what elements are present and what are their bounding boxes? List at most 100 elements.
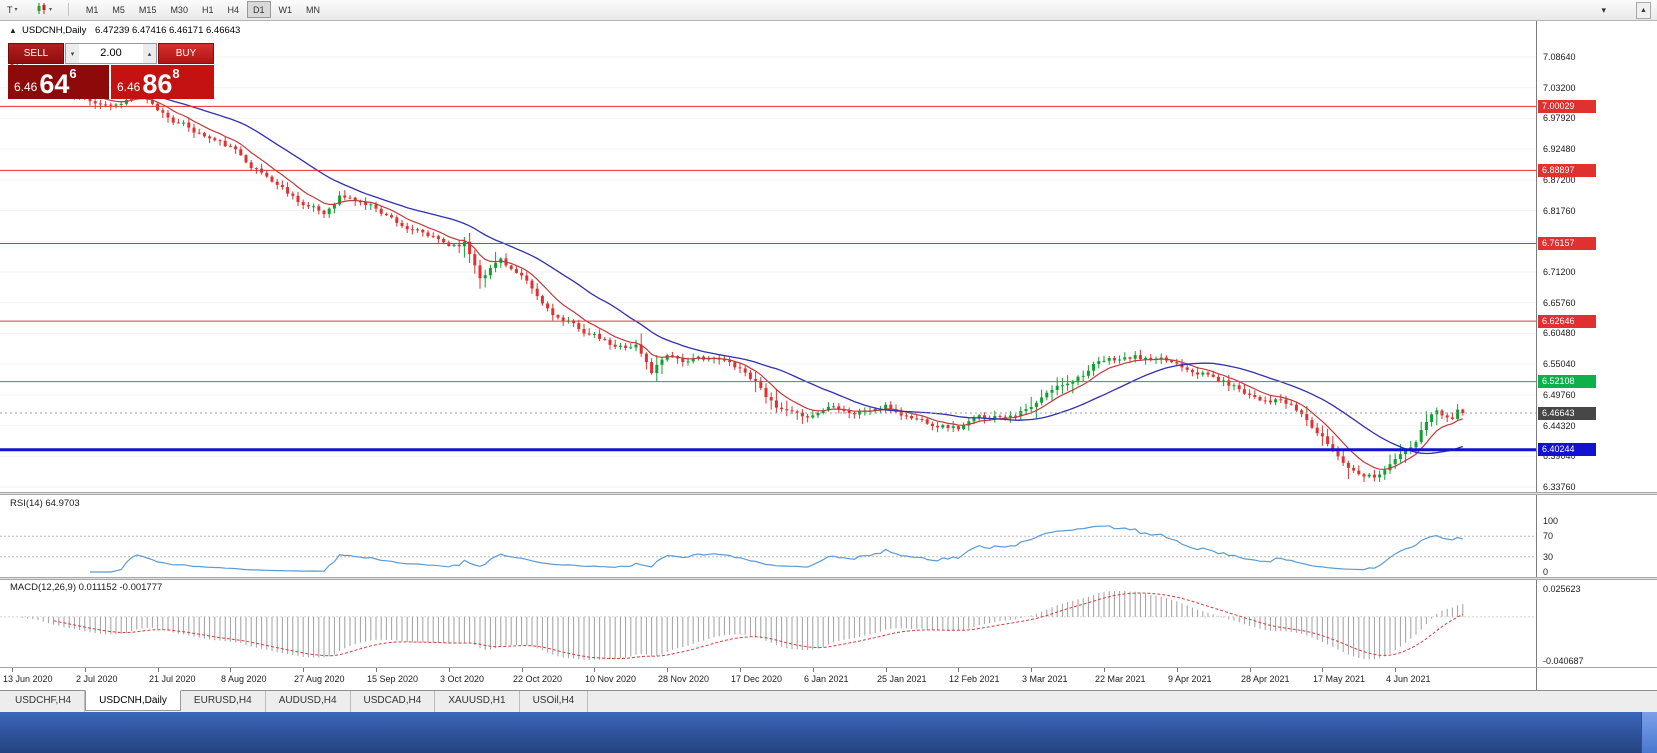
pane-divider[interactable]: [0, 492, 1657, 495]
volume-dropdown-button[interactable]: ▾: [66, 44, 79, 63]
price-axis-label: 6.71200: [1543, 267, 1576, 277]
macd-indicator-label: MACD(12,26,9) 0.011152 -0.001777: [10, 582, 163, 593]
chart-tab-USDCAD-H4[interactable]: USDCAD,H4: [351, 691, 436, 712]
price-line-badge: 6.88897: [1538, 163, 1596, 177]
chevron-down-icon: ▾: [48, 7, 52, 13]
sell-price-prefix: 6.46: [14, 80, 38, 94]
sell-price-sup: 6: [69, 66, 77, 81]
timeframe-button-M1[interactable]: M1: [85, 4, 99, 15]
buy-price-big: 86: [142, 69, 173, 99]
price-axis[interactable]: 7.08640 7.03200 6.97920 6.92480 6.87200 6.817…: [1536, 21, 1657, 690]
date-tick: [1031, 668, 1032, 672]
date-tick: [1250, 668, 1251, 672]
timeframe-button-M30[interactable]: M30: [170, 4, 188, 15]
date-axis-label: 4 Jun 2021: [1386, 674, 1431, 684]
chart-window: ▲ USDCNH,Daily 6.47239 6.47416 6.46171 6…: [0, 21, 1536, 690]
price-axis-label: 6.55040: [1543, 359, 1576, 370]
price-axis-label: 6.81760: [1543, 205, 1576, 216]
main-chart[interactable]: [0, 21, 1536, 492]
timeframe-button-M15[interactable]: M15: [138, 4, 157, 15]
toolbar-more-button[interactable]: ▾: [1601, 5, 1606, 15]
current-price-badge: 6.46643: [1538, 406, 1596, 420]
date-tick: [522, 668, 523, 672]
date-tick: [886, 668, 887, 672]
chart-template-label: T: [7, 4, 13, 15]
date-tick: [12, 668, 13, 672]
chart-tab-USDCNH-Daily[interactable]: USDCNH,Daily: [85, 690, 181, 711]
date-axis-label: 22 Oct 2020: [513, 674, 563, 684]
date-axis-label: 27 Aug 2020: [294, 674, 345, 684]
chart-tab-AUDUSD-H4[interactable]: AUDUSD,H4: [266, 691, 351, 712]
date-tick: [594, 668, 595, 672]
date-axis-label: 17 Dec 2020: [731, 674, 783, 684]
chart-tab-EURUSD-H4[interactable]: EURUSD,H4: [181, 691, 266, 712]
bottom-taskbar: [0, 712, 1657, 753]
price-axis-label: 6.87200: [1543, 174, 1576, 185]
volume-control: ▾ 2.00 ▴: [65, 43, 157, 64]
buy-button[interactable]: BUY: [158, 43, 214, 64]
date-tick: [1395, 668, 1396, 672]
chevron-down-icon: ▾: [14, 7, 18, 13]
pane-divider[interactable]: [0, 577, 1657, 580]
rsi-indicator-label: RSI(14) 64.9703: [10, 498, 80, 509]
price-axis-label: 6.44320: [1543, 420, 1576, 431]
date-tick: [1322, 668, 1323, 672]
date-tick: [1104, 668, 1105, 672]
chart-template-button[interactable]: T ▾: [1, 1, 24, 18]
scroll-up-button[interactable]: ▲: [1636, 2, 1651, 19]
price-axis-label: 6.97920: [1543, 113, 1576, 124]
date-tick: [813, 668, 814, 672]
date-axis-label: 15 Sep 2020: [367, 674, 419, 684]
sell-button[interactable]: SELL: [8, 43, 64, 64]
timeframe-button-D1[interactable]: D1: [246, 1, 271, 18]
chart-tab-USDCHF-H4[interactable]: USDCHF,H4: [2, 691, 86, 712]
date-axis-label: 13 Jun 2020: [3, 674, 53, 684]
price-axis-label: 6.65760: [1543, 297, 1576, 308]
macd-pane[interactable]: [0, 580, 1536, 667]
top-toolbar: T ▾ ▾ M1 M5 M15 M30 H1 H4 D1 W1 MN ▾ ▲: [0, 0, 1657, 21]
buy-price[interactable]: 6.46 86 8: [111, 65, 214, 99]
timeframe-button-W1[interactable]: W1: [278, 4, 293, 15]
chart-tab-bar: USDCHF,H4 USDCNH,Daily EURUSD,H4 AUDUSD,H4 U…: [0, 690, 1657, 712]
date-tick: [1177, 668, 1178, 672]
date-tick: [85, 668, 86, 672]
date-axis-label: 21 Jul 2020: [149, 674, 196, 684]
volume-up-button[interactable]: ▴: [143, 44, 156, 63]
date-tick: [158, 668, 159, 672]
macd-axis-max: 0.025623: [1543, 584, 1581, 594]
timeframe-button-H4[interactable]: H4: [227, 4, 239, 15]
date-tick: [667, 668, 668, 672]
date-tick: [230, 668, 231, 672]
time-axis[interactable]: 13 Jun 2020 2 Jul 2020 21 Jul 2020 8 Aug 20…: [0, 668, 1536, 690]
trade-panel-toggle[interactable]: ▲: [9, 26, 17, 35]
rsi-pane[interactable]: [0, 495, 1536, 577]
date-axis-label: 17 May 2021: [1313, 674, 1366, 684]
show-desktop-button[interactable]: [1641, 712, 1657, 753]
date-axis-label: 28 Nov 2020: [658, 674, 710, 684]
candlestick-icon: [36, 3, 47, 16]
chart-tab-USOil-H4[interactable]: USOil,H4: [520, 691, 589, 712]
date-axis-label: 3 Oct 2020: [440, 674, 485, 684]
toolbar-separator: [68, 3, 70, 16]
sell-price[interactable]: 6.46 64 6: [8, 65, 109, 99]
chart-tab-XAUUSD-H1[interactable]: XAUUSD,H1: [435, 691, 520, 712]
timeframe-button-H1[interactable]: H1: [201, 4, 214, 15]
price-axis-label: 7.03200: [1543, 82, 1576, 93]
date-axis-label: 25 Jan 2021: [877, 674, 927, 684]
price-line-badge: 6.52108: [1538, 375, 1596, 389]
date-axis-label: 10 Nov 2020: [585, 674, 637, 684]
timeframe-button-M5[interactable]: M5: [112, 4, 125, 15]
volume-value[interactable]: 2.00: [100, 47, 122, 59]
date-axis-label: 3 Mar 2021: [1022, 674, 1068, 684]
price-axis-label: 6.39040: [1543, 451, 1576, 462]
buy-price-prefix: 6.46: [117, 80, 141, 94]
price-axis-label: 6.49760: [1543, 389, 1576, 400]
date-axis-label: 28 Apr 2021: [1241, 674, 1290, 684]
buy-price-sup: 8: [172, 66, 180, 81]
chart-style-button[interactable]: ▾: [30, 1, 58, 18]
rsi-axis-label: 0: [1543, 567, 1549, 577]
one-click-trading-panel: SELL ▾ 2.00 ▴ BUY 6.46 64 6 6.46 86 8: [8, 43, 214, 99]
chart-title: USDCNH,Daily 6.47239 6.47416 6.46171 6.4…: [22, 25, 240, 36]
timeframe-button-MN[interactable]: MN: [306, 4, 320, 15]
rsi-axis-label: 100: [1543, 516, 1559, 526]
